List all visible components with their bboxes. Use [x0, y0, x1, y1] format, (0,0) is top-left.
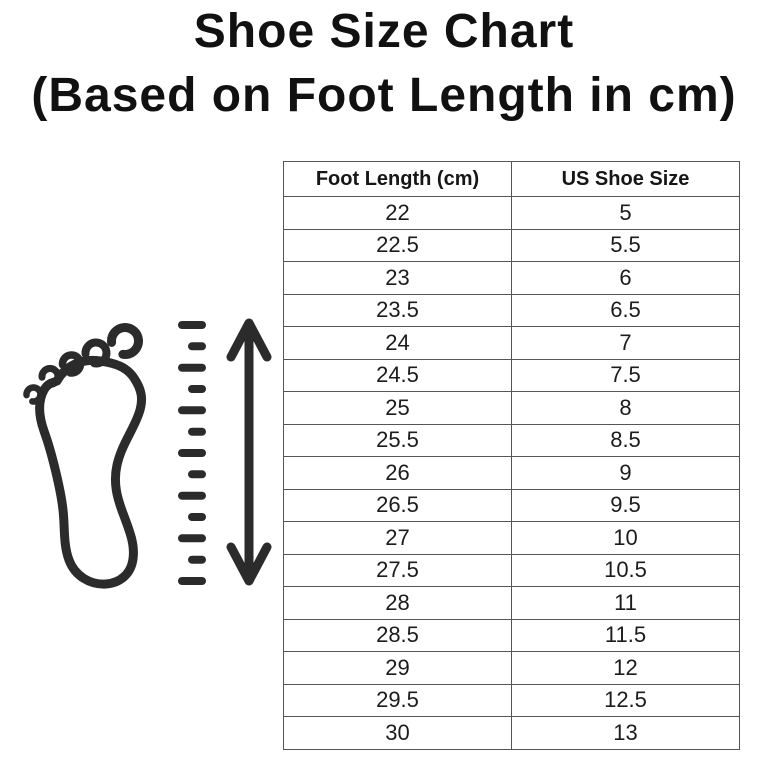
us-size-cell: 10.5: [511, 553, 740, 588]
foot-length-cell: 29.5: [283, 683, 512, 718]
foot-length-cell: 22: [283, 196, 512, 230]
foot-length-cell: 28: [283, 586, 512, 620]
column-header-foot-length: Foot Length (cm): [283, 161, 512, 197]
us-size-cell: 5.5: [511, 228, 740, 263]
table-row: 27 10: [283, 521, 740, 555]
table-row: 24.5 7.5: [283, 358, 740, 393]
table-row: 30 13: [283, 716, 740, 750]
foot-length-cell: 26: [283, 456, 512, 490]
page-title: Shoe Size Chart (Based on Foot Length in…: [0, 0, 768, 128]
table-row: 25 8: [283, 391, 740, 425]
us-size-cell: 7: [511, 326, 740, 360]
us-size-cell: 9.5: [511, 488, 740, 523]
foot-length-cell: 26.5: [283, 488, 512, 523]
us-size-cell: 7.5: [511, 358, 740, 393]
us-size-cell: 10: [511, 521, 740, 555]
us-size-cell: 6: [511, 261, 740, 295]
us-size-cell: 6.5: [511, 293, 740, 328]
us-size-cell: 13: [511, 716, 740, 750]
us-size-cell: 9: [511, 456, 740, 490]
column-header-us-shoe-size: US Shoe Size: [511, 161, 740, 197]
foot-length-cell: 22.5: [283, 228, 512, 263]
shoe-size-table: Foot Length (cm) US Shoe Size 22 5 22.5 …: [283, 161, 740, 750]
page-title-line1: Shoe Size Chart: [193, 5, 575, 58]
us-size-cell: 8.5: [511, 423, 740, 458]
footprint-outline-icon: [23, 323, 147, 589]
table-row: 23 6: [283, 261, 740, 295]
foot-length-cell: 24.5: [283, 358, 512, 393]
table-row: 24 7: [283, 326, 740, 360]
foot-measurement-illustration: [20, 313, 272, 593]
foot-length-cell: 27.5: [283, 553, 512, 588]
foot-length-cell: 25.5: [283, 423, 512, 458]
table-row: 22.5 5.5: [283, 228, 740, 263]
foot-length-cell: 24: [283, 326, 512, 360]
table-row: 29 12: [283, 651, 740, 685]
foot-length-cell: 28.5: [283, 618, 512, 653]
ruler-tick-marks-icon: [178, 321, 206, 585]
table-row: 28 11: [283, 586, 740, 620]
us-size-cell: 12.5: [511, 683, 740, 718]
foot-length-cell: 23: [283, 261, 512, 295]
foot-length-cell: 25: [283, 391, 512, 425]
table-row: 22 5: [283, 196, 740, 230]
table-row: 25.5 8.5: [283, 423, 740, 458]
table-row: 28.5 11.5: [283, 618, 740, 653]
table-row: 26 9: [283, 456, 740, 490]
us-size-cell: 11: [511, 586, 740, 620]
us-size-cell: 5: [511, 196, 740, 230]
table-row: 29.5 12.5: [283, 683, 740, 718]
foot-length-cell: 27: [283, 521, 512, 555]
foot-length-cell: 29: [283, 651, 512, 685]
us-size-cell: 11.5: [511, 618, 740, 653]
table-row: 23.5 6.5: [283, 293, 740, 328]
us-size-cell: 12: [511, 651, 740, 685]
double-headed-vertical-arrow-icon: [226, 318, 272, 586]
table-row: 27.5 10.5: [283, 553, 740, 588]
page-title-line2: (Based on Foot Length in cm): [31, 69, 737, 122]
foot-length-cell: 30: [283, 716, 512, 750]
table-row: 26.5 9.5: [283, 488, 740, 523]
foot-length-cell: 23.5: [283, 293, 512, 328]
table-header-row: Foot Length (cm) US Shoe Size: [283, 161, 740, 197]
us-size-cell: 8: [511, 391, 740, 425]
